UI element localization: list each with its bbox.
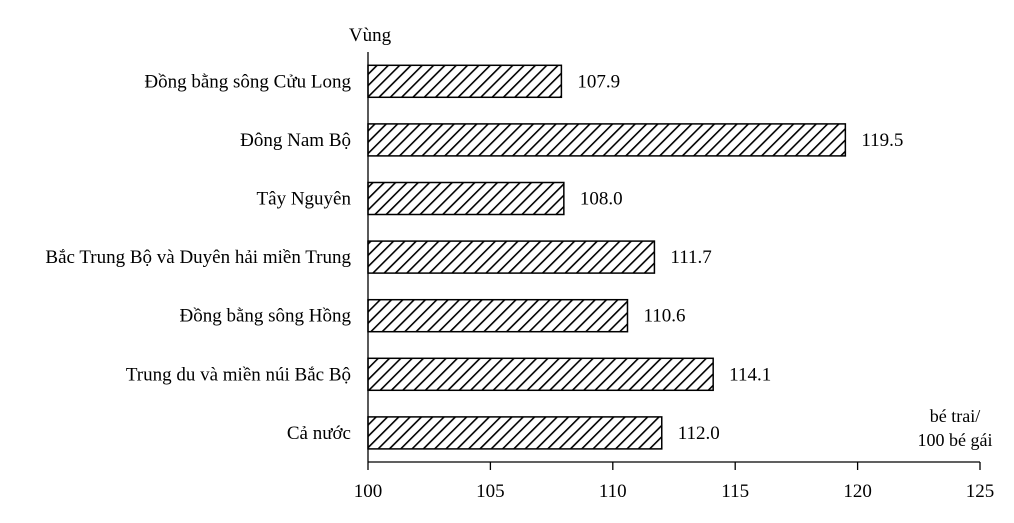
- x-tick-label: 125: [966, 481, 995, 502]
- bar-4: [367, 298, 629, 333]
- category-label: Bắc Trung Bộ và Duyên hải miền Trung: [45, 247, 351, 268]
- x-axis-unit-line2: 100 bé gái: [918, 430, 993, 450]
- x-axis-unit-line1: bé trai/: [930, 406, 980, 426]
- bar-5: [367, 357, 714, 392]
- x-tick-label: 120: [843, 481, 872, 502]
- value-label: 107.9: [577, 71, 620, 92]
- category-label: Đồng bằng sông Cửu Long: [144, 71, 351, 92]
- value-label: 114.1: [729, 364, 771, 385]
- x-tick-label: 100: [354, 481, 383, 502]
- bar-0: [367, 64, 563, 99]
- bar-1: [367, 123, 847, 157]
- x-tick-label: 105: [476, 481, 505, 502]
- bar-3: [367, 240, 656, 274]
- value-label: 112.0: [678, 423, 720, 444]
- category-label: Trung du và miền núi Bắc Bộ: [126, 364, 351, 385]
- value-label: 110.6: [643, 306, 685, 327]
- category-label: Đồng bằng sông Hồng: [179, 306, 351, 327]
- x-tick-label: 115: [721, 481, 749, 502]
- category-label: Đông Nam Bộ: [240, 130, 351, 151]
- bars-layer: Đồng bằng sông Cửu Long 107.9 Đông Nam Bộ 1…: [45, 64, 903, 450]
- x-ticks-layer: 100 105 110 115 120 125: [354, 462, 995, 502]
- value-label: 111.7: [670, 247, 711, 268]
- category-label: Cả nước: [287, 423, 351, 444]
- x-tick-label: 110: [599, 481, 627, 502]
- value-label: 119.5: [861, 130, 903, 151]
- y-axis-title: Vùng: [349, 25, 392, 46]
- bar-2: [367, 181, 565, 216]
- bar-6: [367, 416, 663, 450]
- value-label: 108.0: [580, 189, 623, 210]
- category-label: Tây Nguyên: [257, 189, 352, 210]
